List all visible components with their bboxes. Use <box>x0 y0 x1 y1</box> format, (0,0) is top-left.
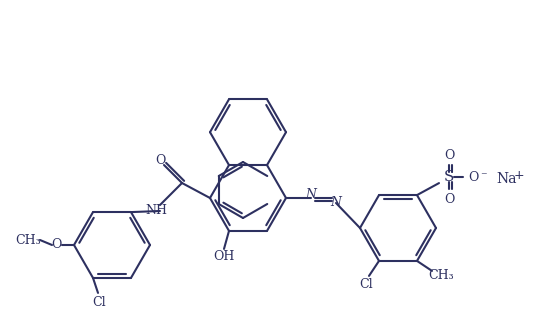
Text: NH: NH <box>145 204 167 217</box>
Text: O: O <box>444 149 454 162</box>
Text: O: O <box>444 193 454 206</box>
Text: O: O <box>155 154 165 167</box>
Text: N: N <box>331 197 342 209</box>
Text: O: O <box>468 171 478 183</box>
Text: Cl: Cl <box>359 278 373 291</box>
Text: N: N <box>306 188 317 202</box>
Text: Cl: Cl <box>92 296 106 310</box>
Text: CH₃: CH₃ <box>15 233 41 246</box>
Text: S: S <box>444 170 454 184</box>
Text: O: O <box>51 238 61 251</box>
Text: +: + <box>514 168 525 182</box>
Text: ⁻: ⁻ <box>479 171 487 183</box>
Text: Na: Na <box>497 172 517 186</box>
Text: CH₃: CH₃ <box>428 269 454 282</box>
Text: OH: OH <box>213 251 235 263</box>
